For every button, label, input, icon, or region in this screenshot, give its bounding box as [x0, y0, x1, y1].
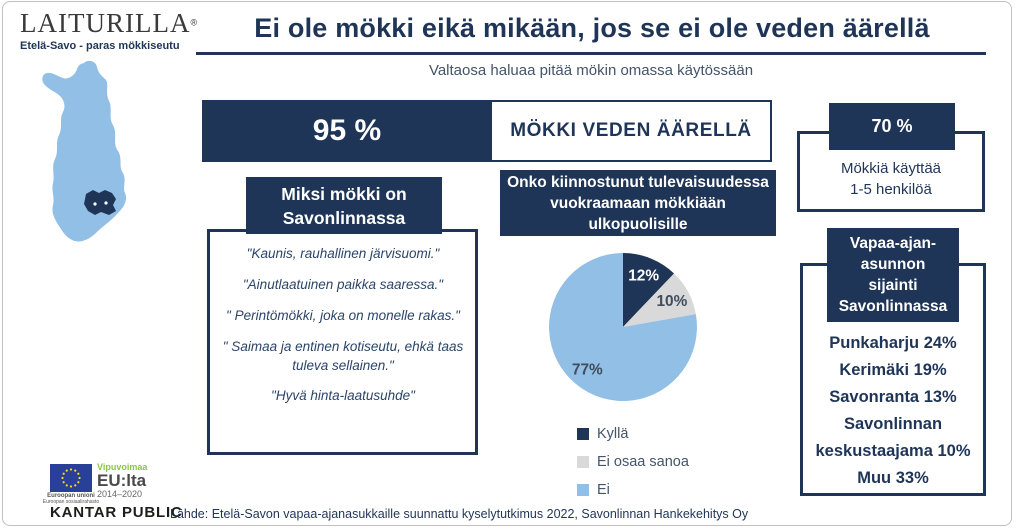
pie-slice [623, 273, 696, 327]
etela-savo-region [84, 190, 116, 215]
pie-data-label: 10% [656, 293, 687, 310]
eu-star-icon [69, 485, 73, 488]
location-item: Savonlinnan keskustaajama 10% [815, 415, 971, 460]
legend-row: Ei [577, 476, 689, 504]
pie-data-label: 77% [572, 362, 603, 379]
eu-star-icon [65, 484, 68, 487]
page-title: Ei ole mökki eikä mikään, jos se ei ole … [254, 13, 930, 43]
pie-slice [623, 253, 675, 327]
location-title-line: sijainti [868, 277, 918, 294]
usage-caption: Mökkiä käyttää 1-5 henkilöä [797, 158, 985, 200]
brand-logo-text: LAITURILLA [20, 8, 191, 38]
pie-legend: Kyllä Ei osaa sanoa Ei [577, 420, 689, 504]
pie-slice [549, 253, 697, 401]
finland-shape [42, 60, 127, 242]
eu-star-icon [77, 472, 80, 475]
eu-years-label: 2014–2020 [97, 489, 143, 499]
brand-logo: LAITURILLA® Etelä-Savo - paras mökkiseut… [20, 8, 197, 52]
location-item: Kerimäki 19% [839, 361, 947, 379]
why-box-title: Miksi mökki on Savonlinnassa [246, 177, 442, 234]
usage-caption-line: 1-5 henkilöä [850, 181, 932, 198]
source-text: Lähde: Etelä-Savon vapaa-ajanasukkaille … [170, 507, 749, 521]
eu-star-icon [62, 472, 65, 475]
location-title: Vapaa-ajan-asunnon sijainti Savonlinnassa [827, 228, 959, 322]
eu-star-icon [65, 469, 68, 472]
finland-map [42, 60, 127, 242]
eu-caption-line2: Euroopan sosiaalirahasto [42, 499, 100, 505]
legend-label: Ei osaa sanoa [597, 454, 689, 470]
brand-tagline: Etelä-Savo - paras mökkiseutu [20, 40, 180, 52]
legend-label: Kyllä [597, 426, 629, 442]
legend-row: Kyllä [577, 420, 689, 448]
region-marker-dot [104, 201, 108, 205]
location-title-line: Savonlinnassa [838, 298, 948, 315]
subtitle: Valtaosa haluaa pitää mökin omassa käytö… [428, 62, 754, 79]
location-item: Savonranta 13% [829, 388, 957, 406]
eu-caption-line1: Euroopan unioni [47, 493, 95, 499]
eu-flag-icon [50, 464, 92, 492]
eu-star-icon [74, 484, 77, 487]
location-item: Punkaharju 24% [829, 334, 957, 352]
pie-chart: 12% 10% 77% [549, 253, 697, 401]
why-box-title-line: Miksi mökki on [281, 183, 407, 204]
location-title-line: asunnon [860, 256, 926, 273]
why-box [207, 229, 478, 455]
location-items: Punkaharju 24% Kerimäki 19% Savonranta 13%… [803, 330, 983, 492]
registered-mark-icon: ® [190, 17, 198, 28]
eu-star-icon [69, 468, 73, 471]
eulta-label: EU:lta [97, 471, 147, 490]
pie-title: Onko kiinnostunut tulevaisuudessa vuokra… [500, 170, 776, 236]
eu-star-icon [74, 469, 77, 472]
eu-star-icon [77, 481, 80, 484]
location-item: Muu 33% [857, 469, 929, 487]
legend-row: Ei osaa sanoa [577, 448, 689, 476]
usage-percent: 70 % [829, 103, 955, 150]
title-underline [196, 52, 986, 55]
water-bar-label: MÖKKI VEDEN ÄÄRELLÄ [490, 102, 770, 160]
kantar-public-logo: KANTAR PUBLIC [50, 504, 183, 521]
quote-text: " Saimaa ja entinen kotiseutu, ehkä taas… [222, 338, 464, 373]
quotes-list: "Kaunis, rauhallinen järvisuomi." "Ainutl… [214, 245, 472, 418]
water-bar-percent: 95 % [204, 102, 490, 160]
legend-label: Ei [597, 482, 610, 498]
usage-caption-line: Mökkiä käyttää [840, 160, 942, 177]
eu-star-icon [78, 476, 81, 480]
legend-swatch-icon [577, 428, 589, 440]
quote-text: " Perintömökki, joka on monelle rakas." [226, 307, 460, 323]
region-marker-dot [93, 202, 97, 206]
eu-flag-caption: Euroopan unioni Euroopan sosiaalirahasto [40, 493, 102, 505]
quote-text: "Ainutlaatuinen paikka saaressa." [242, 276, 444, 292]
quote-text: "Hyvä hinta-laatusuhde" [271, 388, 415, 404]
legend-swatch-icon [577, 484, 589, 496]
water-bar: 95 % MÖKKI VEDEN ÄÄRELLÄ [202, 100, 772, 162]
eu-star-icon [61, 476, 64, 480]
legend-swatch-icon [577, 456, 589, 468]
eu-star-icon [62, 481, 65, 484]
why-box-title-line: Savonlinnassa [282, 207, 406, 228]
location-title-line: Vapaa-ajan- [849, 235, 937, 252]
quote-text: "Kaunis, rauhallinen järvisuomi." [246, 246, 440, 261]
vipuvoimaa-label: Vipuvoimaa [97, 462, 148, 472]
pie-data-label: 12% [628, 268, 659, 285]
